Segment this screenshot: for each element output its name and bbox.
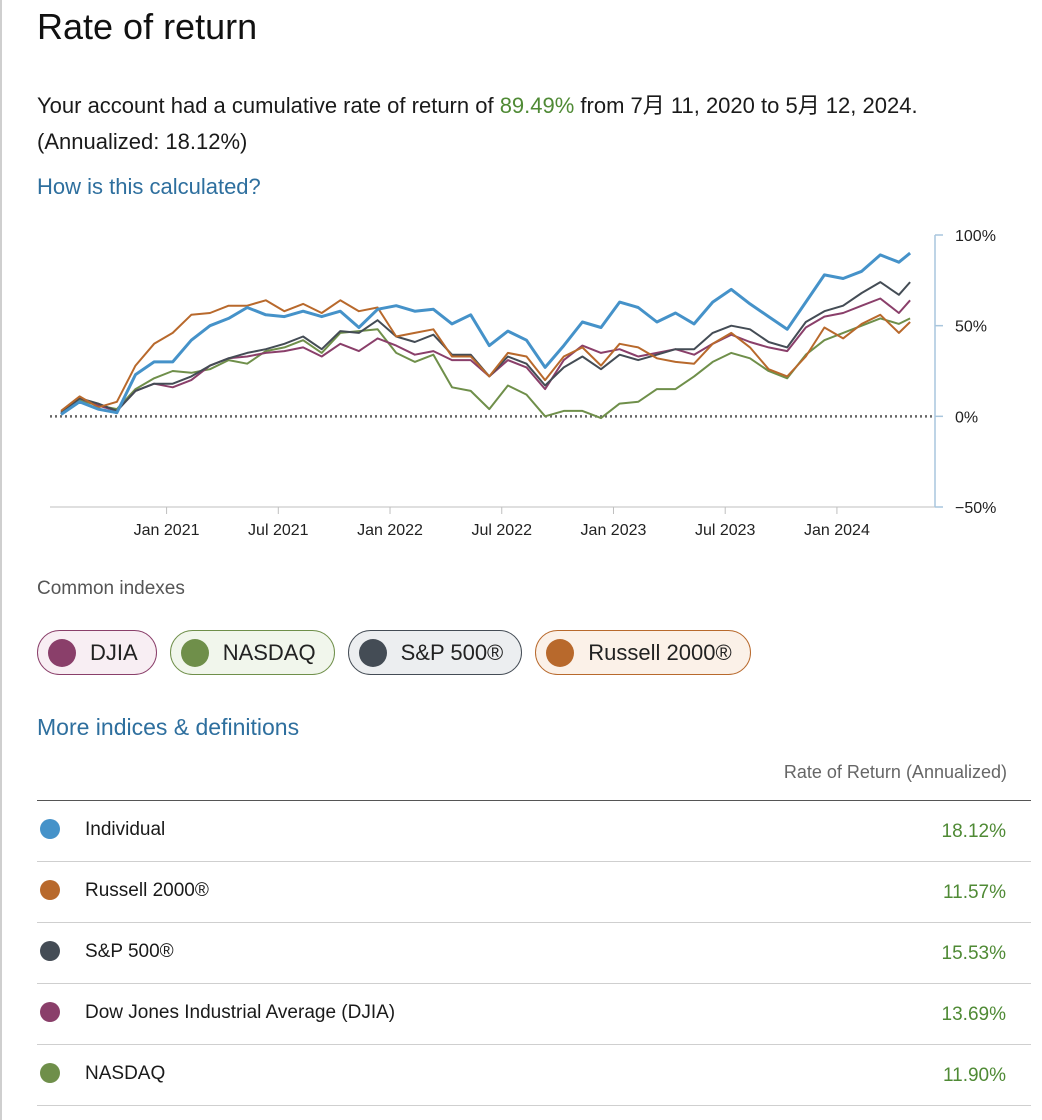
chip-djia[interactable]: DJIA: [37, 630, 157, 675]
row-value: 11.90%: [942, 1065, 1006, 1086]
row-name: Russell 2000®: [85, 880, 209, 901]
series-line-individual: [60, 251, 912, 416]
cumulative-return-value: 89.49%: [499, 93, 575, 118]
x-tick-label: Jan 2021: [134, 522, 200, 539]
rate-of-return-chart: 100% 50% 0% −50% Jan 2021 Jul 2021 Jan 2022 Jul…: [50, 228, 997, 539]
legend-dot-icon: [40, 941, 60, 961]
series-line-nasdaq: [60, 317, 911, 420]
y-tick-label: 50%: [955, 319, 987, 336]
chart-lines: [60, 251, 912, 420]
index-chips: DJIA NASDAQ S&P 500® Russell 2000®: [37, 630, 751, 675]
x-tick-label: Jul 2023: [695, 522, 756, 539]
row-value: 18.12%: [941, 821, 1006, 842]
summary-prefix: Your account had a cumulative rate of re…: [37, 93, 500, 118]
chart-labels: 100% 50% 0% −50% Jan 2021 Jul 2021 Jan 2022 Jul…: [134, 228, 997, 539]
y-tick-label: −50%: [955, 500, 996, 517]
common-indexes-label: Common indexes: [37, 578, 185, 599]
row-name: NASDAQ: [85, 1063, 166, 1084]
row-name: Dow Jones Industrial Average (DJIA): [85, 1002, 396, 1023]
how-calculated-link[interactable]: How is this calculated?: [37, 174, 261, 199]
row-value: 11.57%: [942, 882, 1006, 903]
row-name: Individual: [85, 819, 166, 840]
djia-dot-icon: [48, 638, 76, 667]
x-tick-label: Jul 2022: [472, 522, 533, 539]
legend-dot-icon: [40, 1063, 60, 1083]
table-row: Russell 2000® 11.57%: [37, 862, 1031, 923]
series-line-russell-2000: [60, 299, 911, 412]
page-title: Rate of return: [37, 6, 258, 47]
series-line-djia: [60, 297, 911, 414]
x-tick-label: Jul 2021: [248, 522, 309, 539]
legend-dot-icon: [40, 880, 60, 900]
returns-table: Individual 18.12% Russell 2000® 11.57% S&P…: [37, 800, 1031, 1106]
row-value: 15.53%: [941, 943, 1006, 964]
table-row: Individual 18.12%: [37, 801, 1031, 862]
legend-dot-icon: [40, 819, 60, 839]
y-tick-label: 100%: [955, 228, 996, 245]
summary-suffix: from 7月 11, 2020 to 5月 12, 2024. (Annual…: [37, 93, 918, 154]
legend-dot-icon: [40, 1002, 60, 1022]
chip-sp500[interactable]: S&P 500®: [347, 630, 523, 675]
chip-nasdaq-label: NASDAQ: [222, 639, 316, 665]
row-value: 13.69%: [941, 1004, 1006, 1025]
table-row: S&P 500® 15.53%: [37, 923, 1031, 984]
russell-dot-icon: [546, 638, 575, 667]
nasdaq-dot-icon: [180, 638, 209, 667]
chip-russell-label: Russell 2000®: [588, 639, 732, 665]
x-tick-label: Jan 2022: [357, 522, 423, 539]
rate-of-return-column-header: Rate of Return (Annualized): [783, 762, 1007, 782]
more-indices-link[interactable]: More indices & definitions: [37, 714, 300, 740]
table-row: Dow Jones Industrial Average (DJIA) 13.69…: [37, 984, 1031, 1045]
left-border: [0, 0, 2, 1120]
sp500-dot-icon: [358, 638, 387, 667]
chart-axes: [50, 234, 943, 514]
y-tick-label: 0%: [955, 409, 978, 426]
chip-sp500-label: S&P 500®: [400, 639, 504, 665]
x-tick-label: Jan 2024: [804, 522, 870, 539]
chip-russell-2000[interactable]: Russell 2000®: [535, 630, 751, 675]
chip-djia-label: DJIA: [90, 639, 138, 665]
table-row: NASDAQ 11.90%: [37, 1045, 1031, 1106]
row-name: S&P 500®: [85, 941, 174, 962]
chip-nasdaq[interactable]: NASDAQ: [169, 630, 335, 675]
x-tick-label: Jan 2023: [581, 522, 647, 539]
return-summary: Your account had a cumulative rate of re…: [37, 88, 1017, 160]
series-line-s-p-500: [60, 281, 911, 414]
